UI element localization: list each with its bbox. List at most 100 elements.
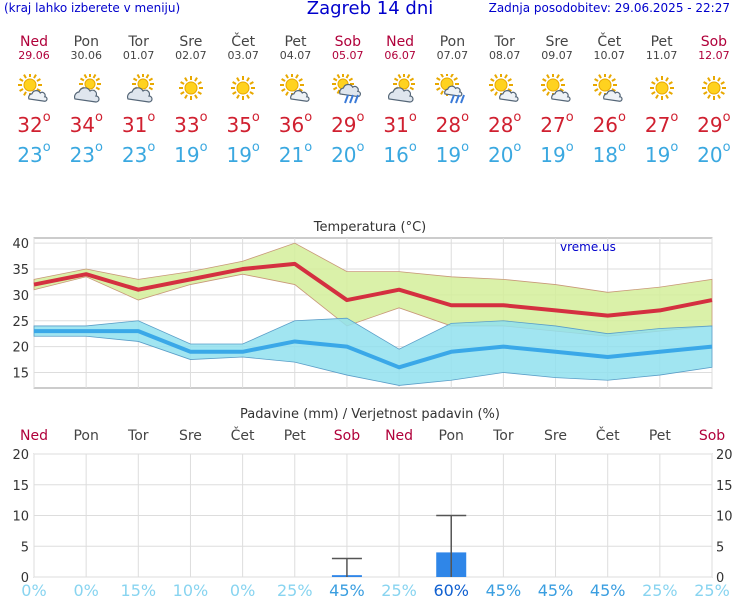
precipitation-day-label: Čet: [595, 428, 620, 444]
precipitation-day-label: Ned: [385, 428, 414, 444]
day-date: 07.07: [436, 49, 469, 62]
max-temperature: 29o: [331, 110, 365, 137]
sun-cloud-icon: [279, 73, 313, 108]
max-temperature: 29o: [697, 110, 731, 137]
precipitation-day-label: Sre: [544, 428, 567, 444]
precipitation-probability: 0%: [21, 581, 47, 600]
min-temperature: 19o: [644, 140, 679, 167]
day-date: 09.07: [541, 49, 573, 62]
min-temperature-band: [33, 317, 713, 386]
precipitation-probability: 0%: [73, 581, 99, 600]
day-date: 29.06: [18, 49, 50, 62]
y-tick-label: 25: [12, 315, 29, 330]
sun-cloud-icon: [592, 73, 626, 108]
day-name: Čet: [231, 34, 256, 50]
min-temperature: 23o: [69, 140, 103, 167]
y-tick-label: 10: [12, 510, 29, 525]
precipitation-day-label: Sob: [333, 428, 361, 444]
precipitation-probability: 25%: [276, 581, 313, 600]
max-temperature: 35o: [226, 110, 260, 137]
max-temperature: 27o: [644, 110, 679, 137]
day-name: Sre: [179, 34, 203, 50]
precipitation-day-label: Tor: [493, 428, 514, 444]
day-name: Pet: [650, 34, 673, 50]
day-name: Sob: [334, 34, 361, 50]
sun-icon: [174, 74, 208, 108]
page-title: Zagreb 14 dni: [306, 0, 434, 19]
max-temperature: 36o: [278, 110, 313, 137]
min-temperature: 20o: [487, 140, 522, 167]
precipitation-probability: 15%: [120, 581, 157, 600]
max-temperature: 34o: [69, 110, 103, 137]
day-name: Pet: [284, 34, 307, 50]
y-tick-label: 20: [12, 448, 29, 463]
max-temperature: 28o: [435, 110, 470, 137]
precipitation-probability: 45%: [485, 581, 522, 600]
day-name: Tor: [494, 34, 515, 50]
day-name: Sob: [700, 34, 728, 50]
y-tick-label-right: 10: [716, 510, 733, 525]
cloud-sun-icon: [383, 73, 417, 108]
precipitation-chart: 0 0 5 5 10 10 15 15 20 20: [12, 448, 733, 582]
precipitation-probability: 45%: [329, 581, 365, 600]
sun-icon: [645, 74, 679, 108]
precipitation-day-label: Pon: [73, 428, 99, 444]
temperature-chart-title: Temperatura (°C): [313, 220, 427, 235]
y-tick-label: 20: [12, 341, 29, 356]
precipitation-day-label: Pon: [438, 428, 464, 444]
precipitation-day-label: Ned: [20, 428, 48, 444]
sun-cloud-icon: [17, 73, 51, 108]
day-date: 12.07: [698, 49, 730, 62]
y-tick-label: 35: [12, 263, 29, 278]
min-temperature: 21o: [278, 140, 313, 167]
precipitation-day-label: Sre: [178, 428, 202, 444]
precipitation-probability: 25%: [381, 581, 417, 600]
y-tick-label-right: 20: [716, 448, 733, 463]
cloud-sun-icon: [69, 73, 103, 108]
min-temperature: 19o: [435, 140, 470, 167]
y-tick-label: 15: [12, 366, 29, 381]
max-temperature: 26o: [592, 110, 626, 137]
max-temperature: 33o: [174, 110, 208, 137]
min-temperature: 19o: [174, 140, 208, 167]
day-date: 03.07: [227, 49, 259, 62]
day-name: Pon: [73, 34, 99, 50]
sun-cloud-icon: [488, 73, 522, 108]
menu-hint: (kraj lahko izberete v meniju): [4, 1, 181, 15]
max-temperature: 31o: [121, 110, 156, 137]
y-tick-label: 5: [21, 540, 29, 555]
min-temperature: 19o: [226, 140, 260, 167]
max-temperature: 28o: [487, 110, 522, 137]
precipitation-probability: 10%: [172, 581, 209, 600]
precipitation-day-label: Pet: [283, 428, 306, 444]
min-temperature: 18o: [592, 140, 626, 167]
y-tick-label-right: 5: [716, 540, 724, 555]
precipitation-day-label: Pet: [648, 428, 671, 444]
day-date: 08.07: [488, 49, 521, 62]
y-tick-label-right: 15: [716, 479, 733, 494]
max-temperature: 32o: [17, 110, 51, 137]
sun-icon: [226, 74, 260, 108]
cloud-rain-icon: [331, 73, 365, 108]
precipitation-day-label: Sob: [698, 428, 726, 444]
watermark: vreme.us: [560, 240, 616, 254]
day-date: 04.07: [279, 49, 312, 62]
day-name: Čet: [597, 34, 622, 50]
min-temperature: 19o: [540, 140, 574, 167]
day-name: Tor: [128, 34, 149, 50]
day-date: 02.07: [175, 49, 207, 62]
day-date: 30.06: [70, 49, 103, 62]
max-temperature-line: [33, 261, 713, 318]
precipitation-day-label: Tor: [128, 428, 149, 444]
day-date: 01.07: [122, 49, 155, 62]
day-date: 10.07: [593, 49, 626, 62]
day-date: 06.07: [384, 49, 416, 62]
sun-rain-icon: [435, 72, 469, 108]
max-temperature: 31o: [383, 110, 417, 137]
cloud-sun-icon: [122, 73, 156, 108]
day-name: Ned: [20, 34, 48, 50]
precipitation-probability: 60%: [433, 581, 469, 600]
sun-cloud-icon: [540, 73, 574, 108]
day-date: 11.07: [645, 49, 678, 62]
y-tick-label: 30: [12, 289, 29, 304]
